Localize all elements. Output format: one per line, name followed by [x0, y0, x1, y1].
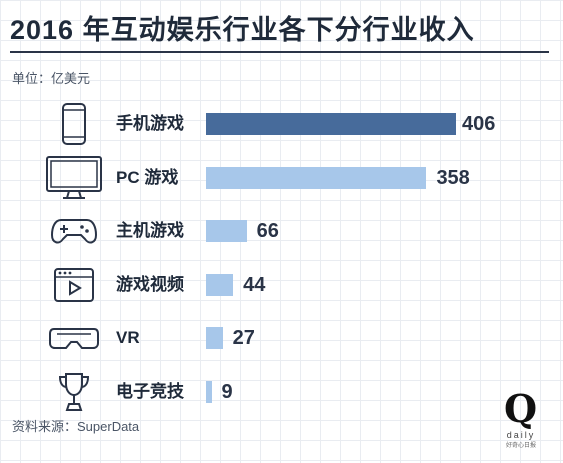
bar-value-label: 44	[243, 273, 266, 296]
bar-value-label: 9	[221, 380, 233, 403]
category-label: 游戏视频	[116, 274, 184, 294]
chart-title: 2016 年互动娱乐行业各下分行业收入	[10, 15, 475, 45]
bar	[206, 327, 223, 349]
gamepad-icon	[45, 209, 103, 253]
bar	[206, 220, 247, 242]
vr-headset-icon	[45, 316, 103, 360]
monitor-icon	[45, 155, 103, 200]
source-label: 资料来源：SuperData	[12, 419, 140, 434]
daily-logo: Q daily 好奇心日报	[496, 386, 546, 449]
logo-mark: Q	[504, 386, 538, 431]
category-label: 手机游戏	[116, 114, 184, 133]
bar-value-label: 358	[436, 166, 470, 189]
bar-value-label: 66	[256, 220, 279, 242]
video-player-icon	[45, 263, 103, 307]
trophy-icon	[45, 370, 103, 414]
bar	[206, 380, 212, 403]
unit-label: 单位：亿美元	[12, 71, 91, 86]
category-label: 主机游戏	[116, 221, 184, 240]
category-label: 电子竞技	[116, 381, 184, 401]
bar	[206, 166, 427, 189]
bar-value-label: 27	[232, 327, 255, 349]
bar-value-label: 406	[462, 113, 496, 135]
logo-wordmark: daily	[506, 430, 536, 440]
phone-icon	[45, 102, 103, 146]
bar	[206, 273, 234, 296]
category-label: VR	[116, 328, 140, 347]
logo-tagline: 好奇心日报	[505, 443, 536, 449]
bar	[206, 113, 456, 135]
title-divider	[10, 51, 549, 53]
category-label: PC 游戏	[116, 167, 179, 187]
